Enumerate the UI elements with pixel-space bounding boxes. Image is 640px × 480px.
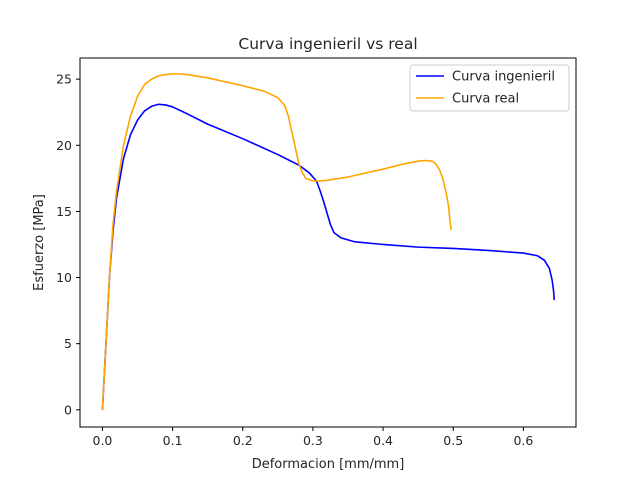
series-layer [101, 73, 556, 410]
series-line-ingenieril [101, 103, 556, 410]
x-tick-label: 0.3 [303, 433, 323, 448]
axes-frame [79, 57, 577, 428]
series-line-real [101, 73, 452, 410]
y-tick-label: 20 [56, 138, 72, 153]
y-tick-label: 15 [56, 204, 72, 219]
x-tick-label: 0.4 [373, 433, 393, 448]
x-tick-label: 0.6 [513, 433, 533, 448]
plot-area [79, 57, 577, 428]
y-tick-label: 0 [64, 402, 72, 417]
y-tick-label: 25 [56, 72, 72, 87]
y-tick-label: 5 [64, 336, 72, 351]
legend: Curva ingenieril Curva real [409, 64, 570, 112]
x-tick-label: 0.5 [443, 433, 463, 448]
y-tick-label: 10 [56, 270, 72, 285]
legend-label-real: Curva real [452, 92, 519, 107]
legend-label-ingenieril: Curva ingenieril [452, 70, 555, 85]
y-axis-ticks: 0 5 10 15 20 25 [56, 72, 80, 417]
x-tick-label: 0.0 [93, 433, 113, 448]
y-axis-label: Esfuerzo [MPa] [32, 194, 47, 291]
x-axis-label: Deformacion [mm/mm] [252, 457, 405, 472]
x-tick-label: 0.2 [233, 433, 253, 448]
chart-title: Curva ingenieril vs real [238, 35, 417, 53]
legend-box [409, 64, 570, 112]
x-tick-label: 0.1 [163, 433, 183, 448]
x-axis-ticks: 0.0 0.1 0.2 0.3 0.4 0.5 0.6 [93, 427, 533, 448]
